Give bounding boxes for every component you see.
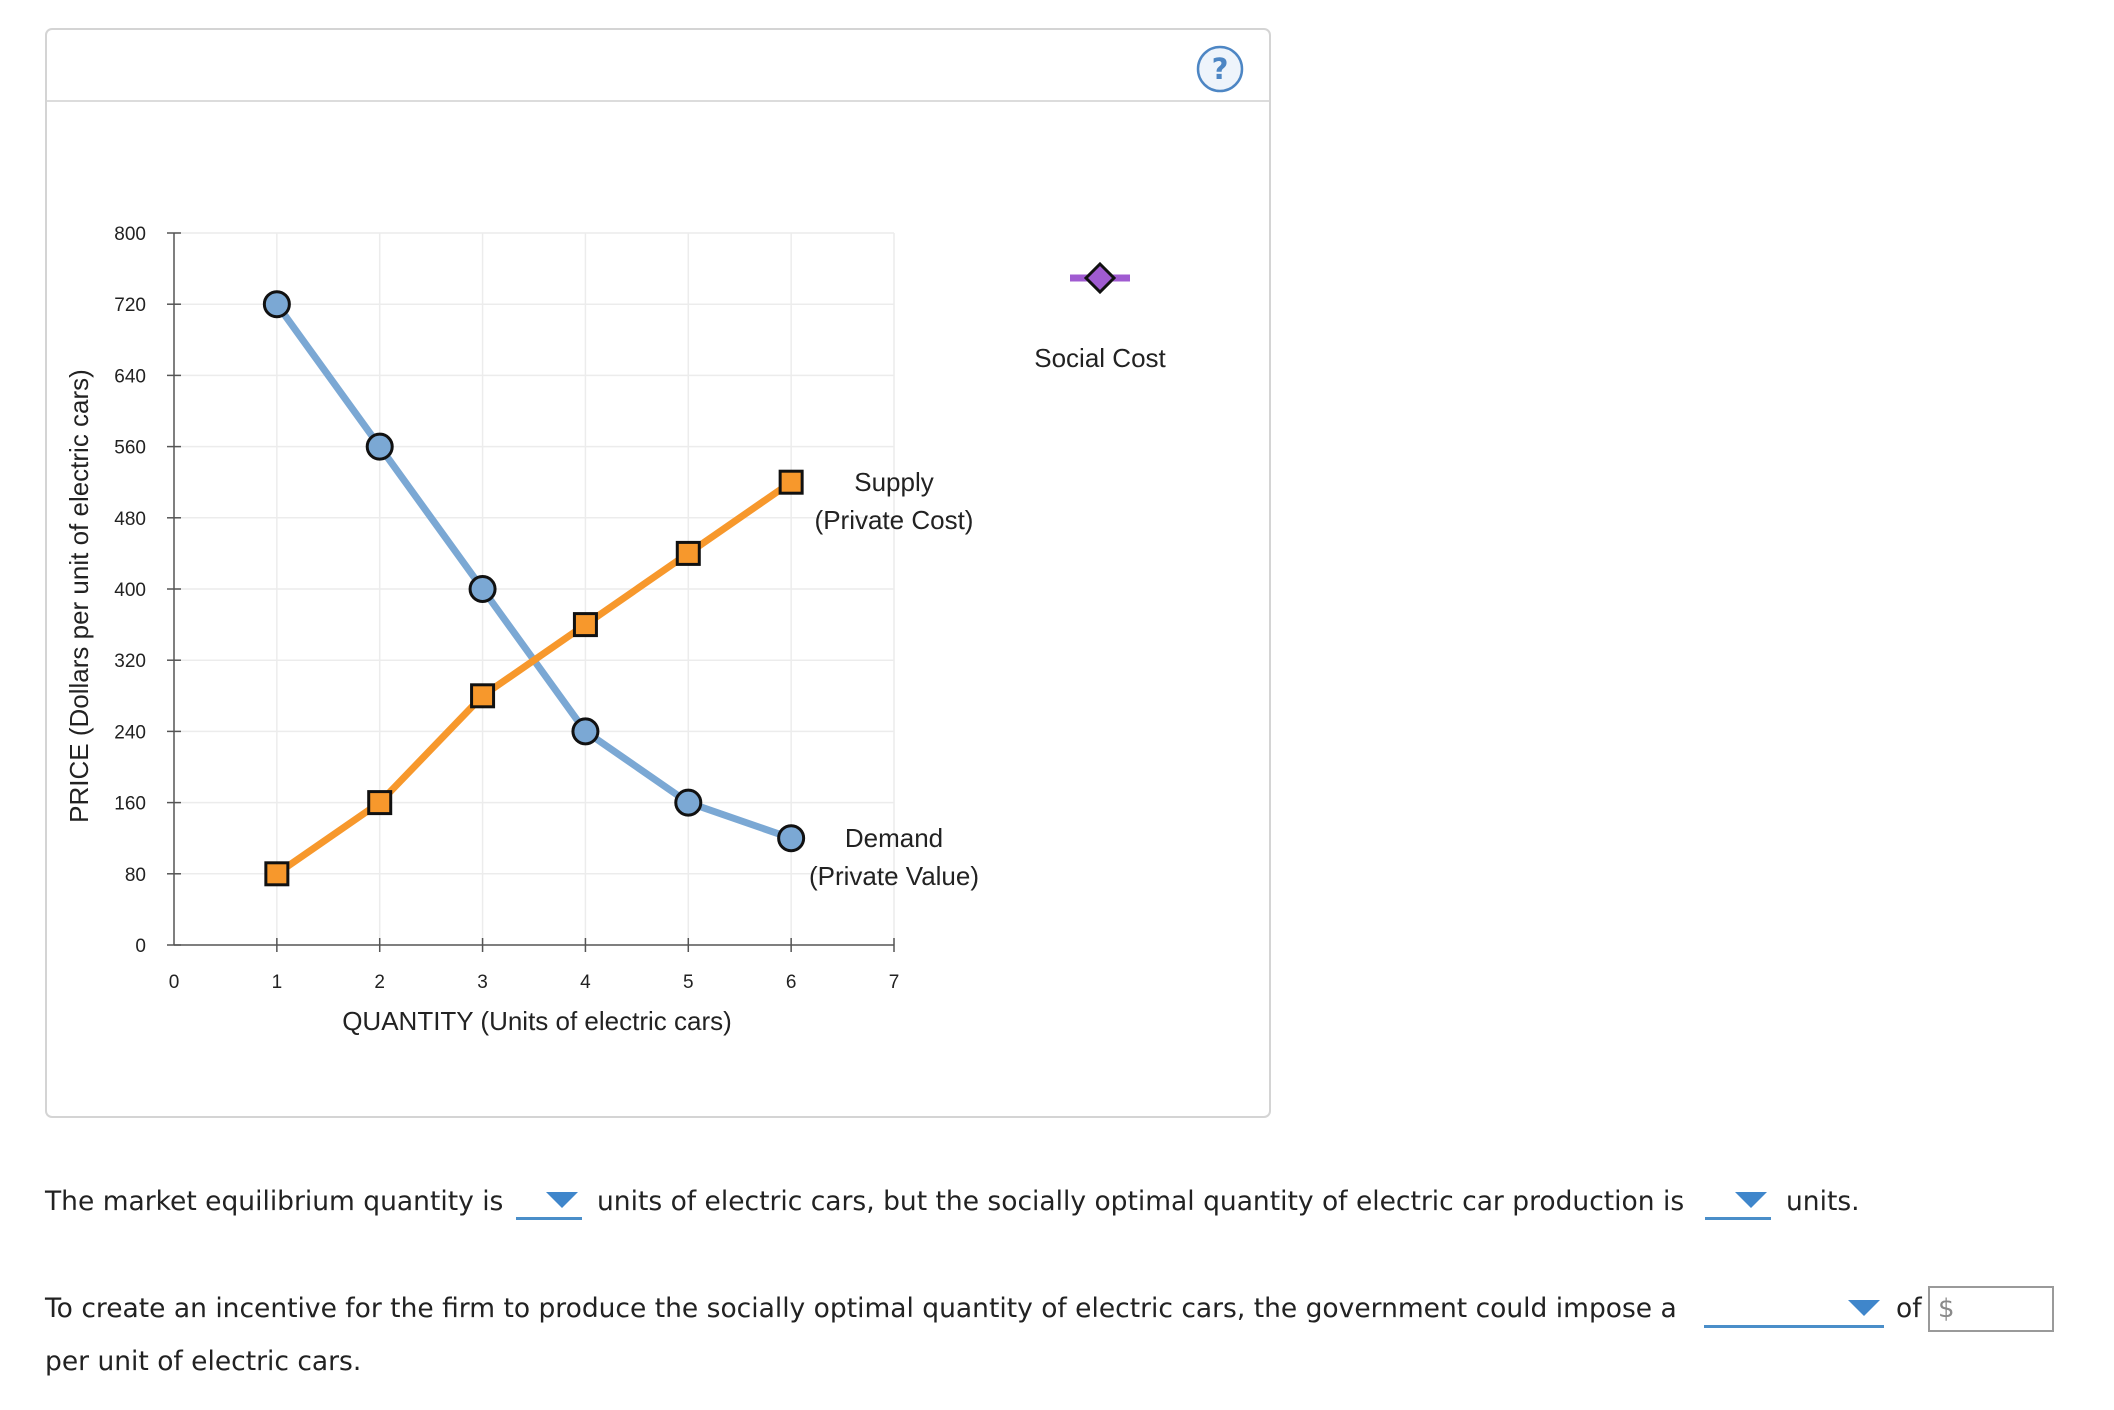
palette[interactable]: Social Cost	[1034, 261, 1167, 373]
supply-point[interactable]	[264, 861, 290, 887]
demand-point[interactable]	[365, 432, 394, 461]
social-cost-label: Social Cost	[1034, 343, 1166, 373]
tax-amount-input[interactable]: $	[1928, 1286, 2054, 1332]
y-axis-title: PRICE (Dollars per unit of electric cars…	[64, 369, 94, 823]
caret-down-icon	[1848, 1300, 1880, 1316]
demand-label-line: (Private Value)	[809, 861, 979, 891]
supply-point[interactable]	[470, 683, 496, 709]
q2-text-a: To create an incentive for the firm to p…	[45, 1293, 1677, 1324]
social-cost-tool-marker[interactable]	[1083, 261, 1117, 295]
policy-type-dropdown[interactable]	[1704, 1292, 1884, 1328]
y-tick-label: 160	[114, 794, 146, 815]
grid	[174, 232, 895, 945]
demand-point[interactable]	[468, 575, 497, 603]
demand-curve[interactable]	[274, 302, 793, 842]
y-tick-label: 640	[114, 366, 146, 387]
supply-label-line: Supply	[854, 467, 934, 497]
chart[interactable]: 0 80 160 240 320 400 480 560 640 720 800 0 1 2 3 4 5 6 7 Q…	[0, 0, 2114, 1140]
supply-label-line: (Private Cost)	[815, 505, 974, 535]
y-tick-label: 80	[125, 865, 146, 886]
supply-point[interactable]	[675, 540, 701, 566]
axes: 0 80 160 240 320 400 480 560 640 720 800 0 1 2 3 4 5 6 7	[114, 224, 899, 993]
demand-point[interactable]	[262, 290, 291, 319]
demand-label-line: Demand	[845, 823, 943, 853]
y-tick-label: 320	[114, 651, 146, 672]
caret-down-icon	[546, 1192, 578, 1208]
labels: QUANTITY (Units of electric cars) PRICE (…	[64, 369, 979, 1036]
y-tick-label: 240	[114, 722, 146, 743]
supply-point[interactable]	[778, 469, 804, 495]
socially-optimal-quantity-dropdown[interactable]	[1705, 1184, 1771, 1220]
q2-text-c: per unit of electric cars.	[45, 1346, 362, 1377]
dollar-sign: $	[1938, 1294, 1955, 1324]
help-symbol: ?	[1212, 52, 1229, 86]
caret-down-icon	[1735, 1192, 1767, 1208]
y-tick-label: 560	[114, 438, 146, 459]
y-tick-label: 720	[114, 295, 146, 316]
panel-divider	[47, 100, 1269, 102]
x-tick-label: 6	[786, 972, 797, 993]
q2-text-b: of	[1896, 1293, 1922, 1324]
x-tick-label: 7	[889, 972, 900, 993]
x-tick-label: 5	[683, 972, 694, 993]
x-tick-label: 4	[580, 972, 591, 993]
y-tick-label: 800	[114, 224, 146, 245]
x-axis-title: QUANTITY (Units of electric cars)	[342, 1006, 732, 1036]
supply-curve[interactable]	[274, 479, 794, 877]
y-tick-label: 480	[114, 509, 146, 530]
q1-text-a: The market equilibrium quantity is	[45, 1186, 504, 1217]
x-tick-label: 1	[272, 972, 283, 993]
demand-point[interactable]	[777, 824, 806, 853]
equilibrium-quantity-dropdown[interactable]	[516, 1184, 582, 1220]
x-tick-label: 2	[374, 972, 385, 993]
demand-point[interactable]	[571, 717, 600, 746]
q1-text-c: units.	[1786, 1186, 1860, 1217]
q1-text-b: units of electric cars, but the socially…	[597, 1186, 1685, 1217]
series[interactable]	[262, 290, 806, 887]
x-tick-label: 0	[169, 972, 180, 993]
supply-point[interactable]	[367, 790, 393, 816]
y-tick-label: 0	[135, 936, 146, 957]
x-tick-label: 3	[477, 972, 488, 993]
y-tick-label: 400	[114, 580, 146, 601]
help-button[interactable]: ?	[1196, 45, 1244, 93]
demand-point[interactable]	[674, 788, 703, 817]
supply-point[interactable]	[572, 612, 598, 638]
question-mark-icon: ?	[1196, 45, 1244, 93]
